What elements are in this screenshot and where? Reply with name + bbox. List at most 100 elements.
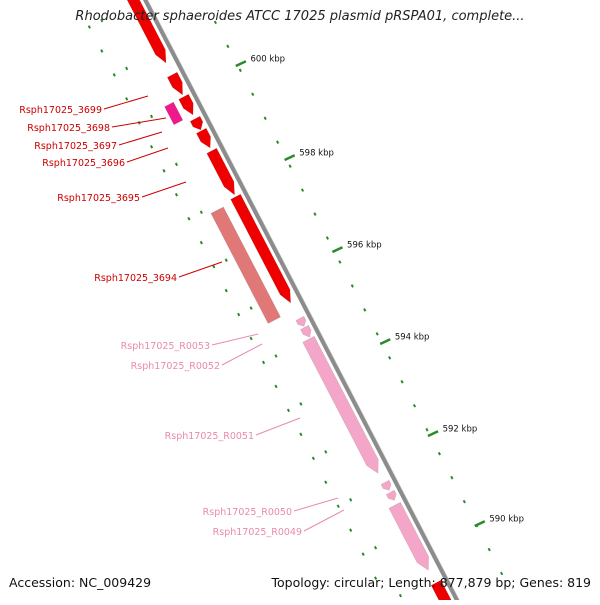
inner-ruler-dot-2 (199, 210, 203, 215)
gene-label-rsph17025_r0050: Rsph17025_R0050 (203, 507, 292, 518)
gene-label-rsph17025_3696: Rsph17025_3696 (42, 158, 125, 169)
gene-forward-bottom (430, 579, 453, 605)
inner-ruler-dot (149, 145, 154, 149)
gene-reverse-3694 (210, 206, 281, 324)
outer-ruler-dot (412, 403, 417, 408)
label-leader-rsph17025_3697 (118, 131, 163, 146)
outer-ruler-dot (450, 475, 454, 480)
outer-ruler-dot (375, 332, 379, 336)
label-leader-rsph17025_r0053 (211, 333, 259, 346)
outer-ruler-dot (350, 284, 354, 288)
inner-ruler-dot (373, 576, 378, 580)
rna-rsph17025-r0052 (300, 324, 312, 338)
gene-rsph17025-3699 (166, 71, 183, 96)
gene-label-rsph17025_3694: Rsph17025_3694 (94, 273, 177, 284)
inner-ruler-dot (286, 408, 291, 413)
inner-ruler-dot-2 (349, 497, 353, 502)
scale-tick-label-594: 594 kbp (395, 332, 430, 342)
inner-ruler-dot (87, 25, 91, 29)
gene-label-rsph17025_3695: Rsph17025_3695 (57, 193, 140, 204)
scale-tick-590 (474, 520, 486, 528)
scale-tick-596 (331, 246, 344, 254)
scale-tick-598 (284, 154, 296, 162)
rna-rsph17025-r0050 (380, 479, 392, 491)
outer-ruler-dot (213, 20, 217, 25)
inner-ruler-dot-2 (125, 66, 129, 71)
rna-after-r0049 (388, 501, 429, 571)
label-leader-rsph17025_3699 (103, 95, 149, 110)
outer-ruler-dot (363, 308, 367, 312)
inner-ruler-dot (199, 240, 203, 245)
inner-ruler-dot (237, 312, 241, 317)
outer-ruler-dot (388, 356, 392, 360)
label-leader-rsph17025_3696 (126, 147, 169, 163)
inner-ruler-dot-2 (324, 450, 328, 454)
inner-ruler-dot-2 (299, 402, 303, 406)
inner-ruler-dot-2 (373, 545, 378, 550)
gene-rsph17025-3695 (206, 147, 235, 196)
inner-ruler-dot (324, 480, 328, 485)
scale-tick-600 (235, 60, 247, 68)
outer-ruler-dot (325, 236, 329, 240)
inner-ruler-dot-2 (249, 306, 253, 310)
outer-ruler-dot (238, 68, 242, 73)
outer-ruler-dot (437, 451, 441, 456)
inner-ruler-dot (274, 384, 278, 389)
label-leader-rsph17025_r0049 (303, 509, 345, 532)
inner-ruler-dot-2 (224, 258, 228, 262)
gene-magenta-3699 (164, 101, 184, 126)
gene-rsph17025-3696 (196, 127, 211, 149)
scale-tick-592 (427, 430, 439, 438)
genome-summary-text: Topology: circular; Length: 877,879 bp; … (271, 575, 592, 590)
inner-ruler-dot (125, 97, 129, 101)
outer-ruler-dot (338, 260, 342, 264)
accession-text: Accession: NC_009429 (9, 575, 152, 590)
inner-ruler-dot (349, 528, 353, 532)
gene-rsph17025-3698 (178, 93, 194, 116)
gene-rsph17025-3697 (189, 115, 204, 131)
gene-label-rsph17025_r0049: Rsph17025_R0049 (213, 527, 302, 538)
inner-ruler-dot (100, 49, 104, 53)
outer-ruler-dot (500, 571, 504, 576)
gene-label-rsph17025_3697: Rsph17025_3697 (34, 141, 117, 152)
inner-ruler-dot (249, 336, 253, 341)
outer-ruler-dot (400, 380, 404, 384)
inner-ruler-dot (299, 432, 303, 437)
inner-ruler-dot (212, 264, 216, 269)
gene-forward-top (126, 0, 167, 64)
gene-label-rsph17025_r0053: Rsph17025_R0053 (121, 341, 210, 352)
inner-ruler-dot (112, 73, 116, 77)
inner-ruler-dot-2 (274, 354, 278, 358)
inner-ruler-dot (174, 192, 179, 197)
outer-ruler-dot (276, 140, 280, 144)
inner-ruler-dot-2 (100, 18, 104, 23)
scale-tick-label-596: 596 kbp (347, 240, 382, 250)
scale-tick-label-598: 598 kbp (299, 148, 334, 158)
label-leader-rsph17025_3694 (178, 261, 223, 278)
inner-ruler-dot-2 (398, 593, 403, 598)
gene-label-rsph17025_3698: Rsph17025_3698 (27, 123, 110, 134)
backbone-line (142, 0, 462, 605)
inner-ruler-dot-2 (149, 114, 154, 119)
scale-tick-label-600: 600 kbp (250, 54, 285, 64)
outer-ruler-dot (425, 427, 429, 432)
outer-ruler-dot (288, 164, 292, 168)
inner-ruler-dot (224, 288, 228, 293)
inner-ruler-dot-2 (174, 162, 179, 167)
label-leader-rsph17025_r0051 (255, 417, 301, 436)
inner-ruler-dot (336, 504, 340, 509)
map-title: Rhodobacter sphaeroides ATCC 17025 plasm… (75, 9, 525, 24)
outer-ruler-dot (487, 547, 491, 552)
rna-rsph17025-r0051 (302, 335, 379, 474)
rna-rsph17025-r0053 (295, 315, 307, 327)
label-leader-rsph17025_r0050 (293, 497, 339, 512)
label-leader-rsph17025_3695 (141, 181, 187, 198)
inner-ruler-dot (187, 216, 191, 221)
gene-label-rsph17025_r0051: Rsph17025_R0051 (165, 431, 254, 442)
label-leader-rsph17025_r0052 (221, 343, 263, 366)
inner-ruler-dot (311, 456, 315, 461)
inner-ruler-dot (261, 360, 266, 365)
scale-tick-label-590: 590 kbp (489, 514, 524, 524)
